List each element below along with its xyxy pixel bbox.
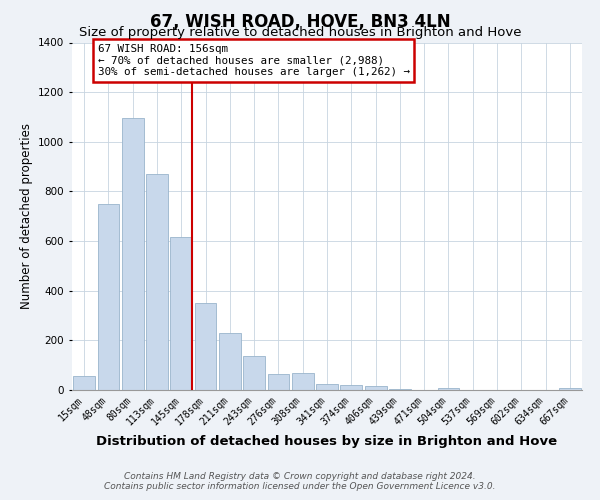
Bar bbox=[389, 389, 411, 390]
X-axis label: Distribution of detached houses by size in Brighton and Hove: Distribution of detached houses by size … bbox=[97, 435, 557, 448]
Bar bbox=[170, 238, 192, 390]
Bar bbox=[559, 388, 581, 390]
Text: 67 WISH ROAD: 156sqm
← 70% of detached houses are smaller (2,988)
30% of semi-de: 67 WISH ROAD: 156sqm ← 70% of detached h… bbox=[97, 44, 409, 77]
Bar bbox=[194, 303, 217, 390]
Bar bbox=[219, 333, 241, 390]
Bar bbox=[122, 118, 143, 390]
Bar bbox=[316, 384, 338, 390]
Bar bbox=[73, 376, 95, 390]
Y-axis label: Number of detached properties: Number of detached properties bbox=[20, 123, 32, 309]
Bar bbox=[243, 356, 265, 390]
Bar bbox=[146, 174, 168, 390]
Text: 67, WISH ROAD, HOVE, BN3 4LN: 67, WISH ROAD, HOVE, BN3 4LN bbox=[149, 12, 451, 30]
Bar bbox=[437, 388, 460, 390]
Text: Contains HM Land Registry data © Crown copyright and database right 2024.
Contai: Contains HM Land Registry data © Crown c… bbox=[104, 472, 496, 491]
Bar bbox=[268, 374, 289, 390]
Text: Size of property relative to detached houses in Brighton and Hove: Size of property relative to detached ho… bbox=[79, 26, 521, 39]
Bar bbox=[365, 386, 386, 390]
Bar bbox=[340, 385, 362, 390]
Bar bbox=[292, 372, 314, 390]
Bar bbox=[97, 204, 119, 390]
